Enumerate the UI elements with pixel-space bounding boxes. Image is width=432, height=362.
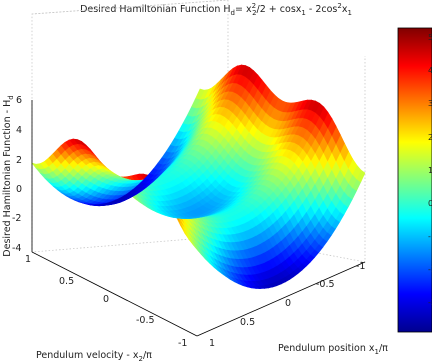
colorbar-tick-label: 1 <box>428 166 432 175</box>
colorbar-ticks: 5 4 3 2 1 0 -1 -2 -3 <box>428 33 432 307</box>
z-axis-label: Desired Hamiltonian Function - Hd <box>2 95 15 256</box>
z-tick-label: -4 <box>12 243 21 254</box>
colorbar: 5 4 3 2 1 0 -1 -2 -3 <box>397 27 432 333</box>
x-tick-label: 1 <box>209 338 215 349</box>
x-axis-label: Pendulum position x1/π <box>278 343 388 356</box>
y-tick-label: 0 <box>103 294 109 305</box>
colorbar-tick-label: 0 <box>428 199 432 208</box>
z-tick-label: 0 <box>16 184 22 195</box>
y-tick-label: -0.5 <box>136 315 155 326</box>
x-tick-label: -1 <box>356 261 365 272</box>
z-tick-label: -2 <box>12 213 21 224</box>
y-axis-ticks: 1 0.5 0 -0.5 -1 <box>25 254 187 349</box>
x-tick-label: 0 <box>285 298 291 309</box>
y-tick-label: 0.5 <box>59 276 74 287</box>
colorbar-tick-label: -1 <box>428 232 432 241</box>
colorbar-tick-label: -2 <box>428 265 432 274</box>
colorbar-gradient <box>397 27 432 333</box>
colorbar-tick-label: 4 <box>428 66 432 75</box>
y-axis-label: Pendulum velocity - x2/π <box>36 350 152 362</box>
x-tick-label: -0.5 <box>316 279 335 290</box>
z-tick-label: 2 <box>16 155 22 166</box>
colorbar-tick-label: 2 <box>428 133 432 142</box>
x-tick-label: 0.5 <box>240 317 255 328</box>
hamiltonian-surface <box>31 64 366 289</box>
y-tick-label: -1 <box>178 338 187 349</box>
z-tick-label: 4 <box>16 125 22 136</box>
z-tick-label: 6 <box>16 95 22 106</box>
chart-title: Desired Hamiltonian Function Hd= x2 2/2 +… <box>80 2 352 17</box>
z-axis-ticks: 6 4 2 0 -2 -4 <box>12 95 22 254</box>
colorbar-tick-label: 5 <box>428 33 432 42</box>
axis-lines <box>31 100 366 337</box>
colorbar-tick-label: -3 <box>428 298 432 307</box>
colorbar-tick-label: 3 <box>428 99 432 108</box>
x-axis-ticks: 1 0.5 0 -0.5 -1 <box>209 261 365 349</box>
surface-patch <box>195 88 205 100</box>
y-tick-label: 1 <box>25 254 31 265</box>
